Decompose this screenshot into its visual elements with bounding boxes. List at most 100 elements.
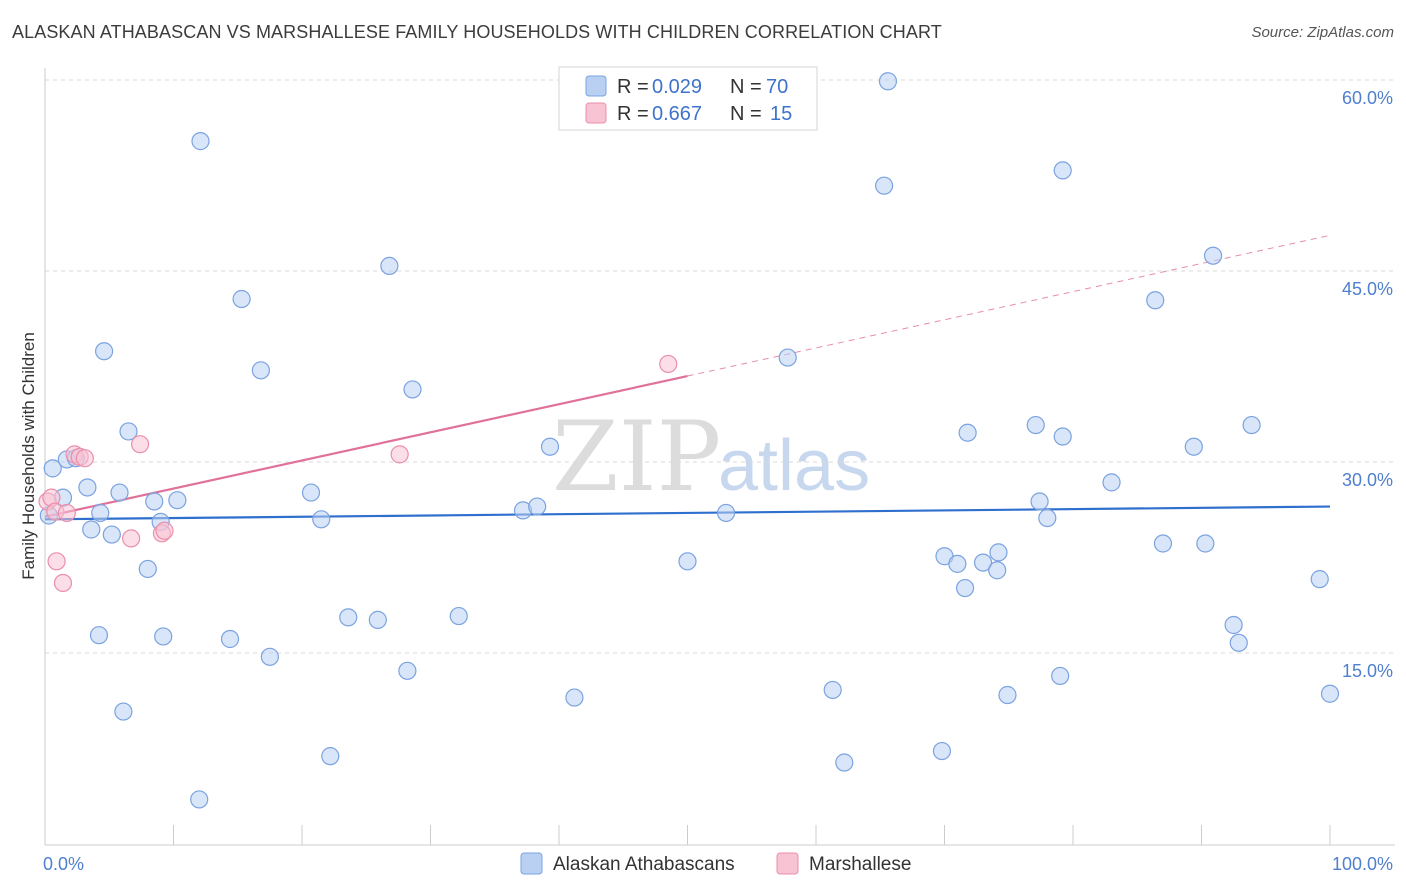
data-point-alaskan-athabascans	[78, 478, 97, 497]
data-point-alaskan-athabascans	[91, 503, 110, 523]
data-point-alaskan-athabascans	[678, 552, 697, 571]
data-point-alaskan-athabascans	[1051, 666, 1070, 686]
trend-line-alaskan-athabascans	[44, 505, 1331, 521]
data-point-alaskan-athabascans	[1229, 633, 1248, 652]
data-point-alaskan-athabascans	[380, 256, 399, 276]
data-point-alaskan-athabascans	[1310, 570, 1329, 589]
data-point-alaskan-athabascans	[168, 491, 187, 510]
y-tick-label: 45.0%	[1342, 279, 1393, 299]
legend-n-label-1: N =	[730, 76, 762, 98]
data-point-alaskan-athabascans	[540, 437, 560, 456]
data-point-alaskan-athabascans	[321, 747, 340, 766]
data-point-alaskan-athabascans	[988, 561, 1007, 580]
data-point-alaskan-athabascans	[312, 510, 331, 529]
tick-labels: 15.0% 30.0% 45.0% 60.0% 0.0% 100.0%	[43, 88, 1393, 874]
data-point-alaskan-athabascans	[251, 361, 270, 380]
data-point-marshallese	[57, 503, 76, 523]
data-point-marshallese	[155, 521, 174, 540]
y-axis-label: Family Households with Children	[19, 332, 38, 580]
bottom-legend-label-pink: Marshallese	[809, 854, 911, 875]
data-point-alaskan-athabascans	[102, 525, 121, 544]
data-point-alaskan-athabascans	[948, 554, 967, 573]
data-point-alaskan-athabascans	[1242, 415, 1261, 435]
legend-swatch-blue	[585, 75, 607, 97]
axes	[44, 68, 1395, 846]
data-point-alaskan-athabascans	[1224, 615, 1243, 635]
data-point-alaskan-athabascans	[565, 688, 584, 707]
data-point-alaskan-athabascans	[339, 608, 358, 627]
data-point-alaskan-athabascans	[835, 753, 854, 772]
data-point-alaskan-athabascans	[1203, 246, 1223, 265]
data-point-alaskan-athabascans	[301, 483, 321, 502]
data-point-alaskan-athabascans	[260, 647, 279, 666]
data-point-alaskan-athabascans	[119, 422, 138, 441]
data-point-marshallese	[130, 435, 150, 454]
data-point-alaskan-athabascans	[1146, 291, 1165, 310]
data-point-alaskan-athabascans	[403, 380, 422, 399]
gridlines	[45, 79, 1395, 654]
legend-r-value-1: 0.029	[652, 76, 702, 98]
data-point-alaskan-athabascans	[190, 790, 209, 809]
legend-r-value-2: 0.667	[652, 103, 702, 125]
chart-title: ALASKAN ATHABASCAN VS MARSHALLESE FAMILY…	[12, 22, 942, 42]
data-point-alaskan-athabascans	[145, 492, 164, 511]
data-point-alaskan-athabascans	[998, 685, 1017, 705]
data-point-alaskan-athabascans	[110, 483, 129, 502]
data-point-alaskan-athabascans	[973, 553, 993, 572]
legend-r-label-2: R =	[617, 103, 649, 125]
legend-r-label-1: R =	[617, 76, 649, 98]
data-point-alaskan-athabascans	[1053, 161, 1072, 180]
data-point-alaskan-athabascans	[368, 610, 387, 629]
data-point-alaskan-athabascans	[958, 423, 977, 442]
data-point-marshallese	[121, 529, 141, 548]
correlation-legend: R = 0.029 N = 70 R = 0.667 N = 15	[558, 66, 818, 131]
data-point-alaskan-athabascans	[154, 627, 173, 646]
series-marshallese	[38, 354, 678, 593]
legend-n-value-1: 70	[766, 76, 788, 98]
data-point-alaskan-athabascans	[989, 543, 1008, 562]
data-point-alaskan-athabascans	[232, 289, 251, 309]
data-point-alaskan-athabascans	[1026, 415, 1045, 435]
legend-swatch-pink	[585, 102, 607, 124]
data-point-marshallese	[47, 552, 66, 571]
y-tick-label: 60.0%	[1342, 88, 1393, 108]
data-point-alaskan-athabascans	[955, 578, 975, 598]
data-point-alaskan-athabascans	[716, 503, 736, 523]
data-point-alaskan-athabascans	[1030, 492, 1049, 511]
series-alaskan-athabascans	[39, 72, 1340, 809]
data-point-alaskan-athabascans	[528, 497, 547, 516]
bottom-legend-label-blue: Alaskan Athabascans	[553, 854, 735, 875]
data-point-alaskan-athabascans	[191, 132, 210, 151]
bottom-legend-swatch-blue	[520, 852, 543, 875]
watermark-atlas: atlas	[718, 426, 870, 506]
data-point-alaskan-athabascans	[138, 559, 157, 579]
data-point-alaskan-athabascans	[220, 629, 240, 649]
data-point-marshallese	[75, 449, 94, 468]
data-point-alaskan-athabascans	[1196, 534, 1215, 553]
watermark-zip: ZIP	[552, 401, 721, 513]
legend-n-label-2: N =	[730, 103, 762, 125]
data-point-alaskan-athabascans	[43, 459, 62, 478]
x-tick-label: 100.0%	[1332, 854, 1393, 874]
data-point-marshallese	[659, 354, 678, 374]
series-legend: Alaskan Athabascans Marshallese	[520, 852, 911, 875]
legend-n-value-2: 15	[770, 103, 792, 125]
data-point-alaskan-athabascans	[1153, 534, 1173, 553]
data-point-alaskan-athabascans	[449, 606, 468, 626]
data-point-alaskan-athabascans	[1102, 473, 1121, 492]
y-tick-label: 15.0%	[1342, 661, 1393, 681]
x-tick-label: 0.0%	[43, 854, 84, 874]
data-point-alaskan-athabascans	[82, 520, 101, 539]
data-point-alaskan-athabascans	[932, 741, 952, 761]
data-point-alaskan-athabascans	[114, 702, 133, 721]
data-point-alaskan-athabascans	[89, 626, 109, 645]
data-point-alaskan-athabascans	[875, 176, 894, 195]
data-point-alaskan-athabascans	[823, 680, 842, 700]
data-point-alaskan-athabascans	[1184, 437, 1203, 456]
y-tick-label: 30.0%	[1342, 470, 1393, 490]
data-point-alaskan-athabascans	[1038, 508, 1057, 528]
data-point-marshallese	[390, 445, 409, 464]
bottom-legend-swatch-pink	[776, 852, 799, 875]
data-point-alaskan-athabascans	[1053, 427, 1072, 446]
